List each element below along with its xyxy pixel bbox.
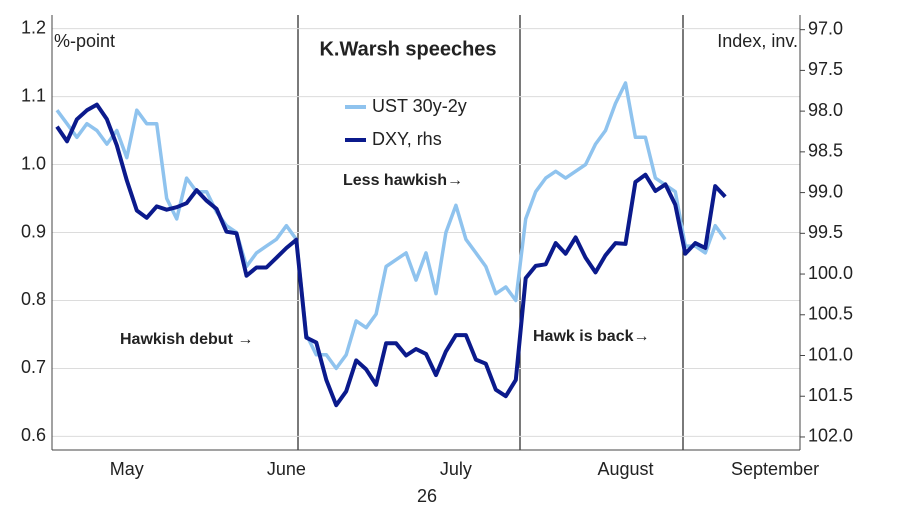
annotation: Hawk is back→ bbox=[533, 328, 650, 345]
x-tick-label: June bbox=[267, 459, 306, 479]
chart-title: K.Warsh speeches bbox=[319, 38, 496, 60]
y-tick-label: 0.9 bbox=[21, 221, 46, 241]
x-tick-label: May bbox=[110, 459, 144, 479]
legend-label: DXY, rhs bbox=[372, 129, 442, 149]
legend-label: UST 30y-2y bbox=[372, 96, 467, 116]
y-tick-label: 0.8 bbox=[21, 289, 46, 309]
series-line bbox=[55, 102, 727, 408]
x-tick-label: August bbox=[597, 459, 653, 479]
y2-tick-label: 97.0 bbox=[808, 18, 843, 38]
y2-tick-label: 100.5 bbox=[808, 304, 853, 324]
y2-tick-label: 102.0 bbox=[808, 426, 853, 446]
y2-tick-label: 100.0 bbox=[808, 263, 853, 283]
y2-tick-label: 98.0 bbox=[808, 100, 843, 120]
annotation: Less hawkish→ bbox=[343, 172, 463, 189]
x-tick-label: July bbox=[440, 459, 472, 479]
y-axis-label: %-point bbox=[54, 31, 115, 51]
y-tick-label: 1.0 bbox=[21, 153, 46, 173]
annotation: Hawkish debut → bbox=[120, 331, 253, 348]
x-tick-label: September bbox=[731, 459, 819, 479]
y2-tick-label: 101.5 bbox=[808, 385, 853, 405]
series-line bbox=[55, 81, 727, 371]
y2-tick-label: 98.5 bbox=[808, 141, 843, 161]
y-tick-label: 0.6 bbox=[21, 425, 46, 445]
y-tick-label: 0.7 bbox=[21, 357, 46, 377]
y2-tick-label: 99.0 bbox=[808, 181, 843, 201]
y-tick-label: 1.1 bbox=[21, 85, 46, 105]
y-tick-label: 1.2 bbox=[21, 17, 46, 37]
x-axis-label: 26 bbox=[417, 486, 437, 506]
y2-tick-label: 97.5 bbox=[808, 59, 843, 79]
y2-tick-label: 99.5 bbox=[808, 222, 843, 242]
y2-axis-label: Index, inv. bbox=[717, 31, 798, 51]
y2-tick-label: 101.0 bbox=[808, 344, 853, 364]
